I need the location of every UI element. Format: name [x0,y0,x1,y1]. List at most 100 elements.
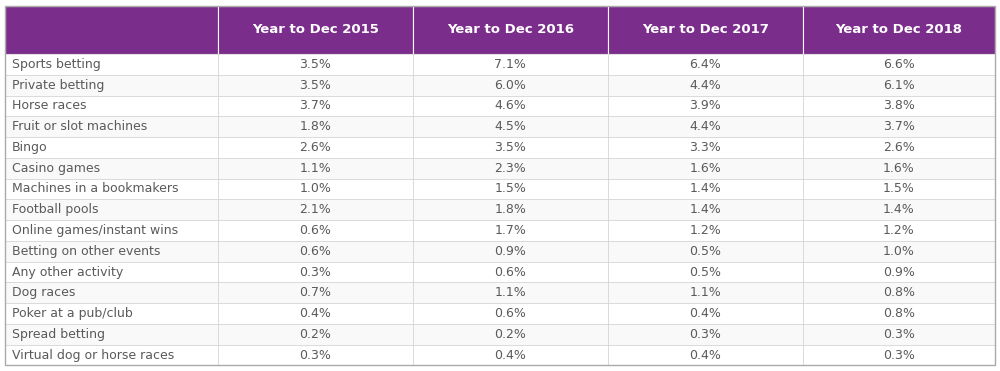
Text: Bingo: Bingo [12,141,48,154]
Text: 0.6%: 0.6% [299,245,331,258]
Bar [5,116,218,137]
Bar [413,178,608,199]
Text: 0.3%: 0.3% [299,266,331,279]
Text: 3.5%: 3.5% [494,141,526,154]
Text: 0.6%: 0.6% [494,266,526,279]
Bar [5,54,218,75]
Bar [803,262,995,282]
Bar [413,199,608,220]
Bar [608,158,803,178]
Text: 0.8%: 0.8% [883,307,915,320]
Bar [413,241,608,262]
Text: 1.1%: 1.1% [495,286,526,299]
Bar [608,178,803,199]
Text: 0.4%: 0.4% [299,307,331,320]
Text: 4.5%: 4.5% [494,120,526,133]
Text: Year to Dec 2018: Year to Dec 2018 [835,23,962,36]
Bar [608,324,803,345]
Bar [608,75,803,96]
Bar [413,54,608,75]
Bar [803,282,995,303]
Text: 3.7%: 3.7% [299,99,331,112]
Text: Casino games: Casino games [12,162,100,175]
Bar [413,282,608,303]
Bar [218,116,413,137]
Text: 0.4%: 0.4% [494,349,526,362]
Text: 2.3%: 2.3% [495,162,526,175]
Bar [413,6,608,54]
Text: 2.1%: 2.1% [299,203,331,216]
Bar [803,241,995,262]
Text: Any other activity: Any other activity [12,266,123,279]
Bar [608,54,803,75]
Bar [5,75,218,96]
Bar [803,116,995,137]
Bar [413,345,608,365]
Bar [5,241,218,262]
Text: 3.5%: 3.5% [299,58,331,71]
Bar [5,282,218,303]
Bar [413,324,608,345]
Bar [218,178,413,199]
Bar [218,137,413,158]
Text: 4.6%: 4.6% [495,99,526,112]
Bar [413,116,608,137]
Text: 1.2%: 1.2% [690,224,721,237]
Text: 0.9%: 0.9% [883,266,915,279]
Text: 1.4%: 1.4% [690,203,721,216]
Bar [5,96,218,116]
Text: 6.6%: 6.6% [883,58,915,71]
Text: 1.8%: 1.8% [494,203,526,216]
Text: 6.1%: 6.1% [883,79,915,92]
Text: 1.6%: 1.6% [883,162,915,175]
Text: Private betting: Private betting [12,79,104,92]
Text: 6.0%: 6.0% [494,79,526,92]
Text: 1.8%: 1.8% [299,120,331,133]
Text: 2.6%: 2.6% [883,141,915,154]
Bar [218,96,413,116]
Text: Betting on other events: Betting on other events [12,245,160,258]
Text: Dog races: Dog races [12,286,75,299]
Text: 0.8%: 0.8% [883,286,915,299]
Bar [803,6,995,54]
Text: Fruit or slot machines: Fruit or slot machines [12,120,147,133]
Bar [218,282,413,303]
Text: 1.0%: 1.0% [299,183,331,196]
Text: 3.5%: 3.5% [299,79,331,92]
Text: 1.6%: 1.6% [690,162,721,175]
Bar [413,137,608,158]
Bar [218,158,413,178]
Text: 0.6%: 0.6% [299,224,331,237]
Bar [413,75,608,96]
Bar [5,6,218,54]
Text: 1.5%: 1.5% [883,183,915,196]
Text: 1.1%: 1.1% [690,286,721,299]
Bar [218,262,413,282]
Text: Online games/instant wins: Online games/instant wins [12,224,178,237]
Bar [803,178,995,199]
Bar [218,6,413,54]
Text: 1.4%: 1.4% [690,183,721,196]
Text: 6.4%: 6.4% [690,58,721,71]
Text: 0.7%: 0.7% [299,286,331,299]
Text: Spread betting: Spread betting [12,328,105,341]
Bar [608,303,803,324]
Bar [803,158,995,178]
Bar [218,75,413,96]
Bar [218,54,413,75]
Bar [608,241,803,262]
Bar [413,158,608,178]
Bar [218,324,413,345]
Text: 0.2%: 0.2% [494,328,526,341]
Text: 3.7%: 3.7% [883,120,915,133]
Bar [413,220,608,241]
Text: Sports betting: Sports betting [12,58,101,71]
Text: 0.5%: 0.5% [689,266,721,279]
Text: 2.6%: 2.6% [299,141,331,154]
Bar [5,324,218,345]
Text: Poker at a pub/club: Poker at a pub/club [12,307,133,320]
Bar [608,345,803,365]
Text: 7.1%: 7.1% [494,58,526,71]
Bar [218,199,413,220]
Bar [218,241,413,262]
